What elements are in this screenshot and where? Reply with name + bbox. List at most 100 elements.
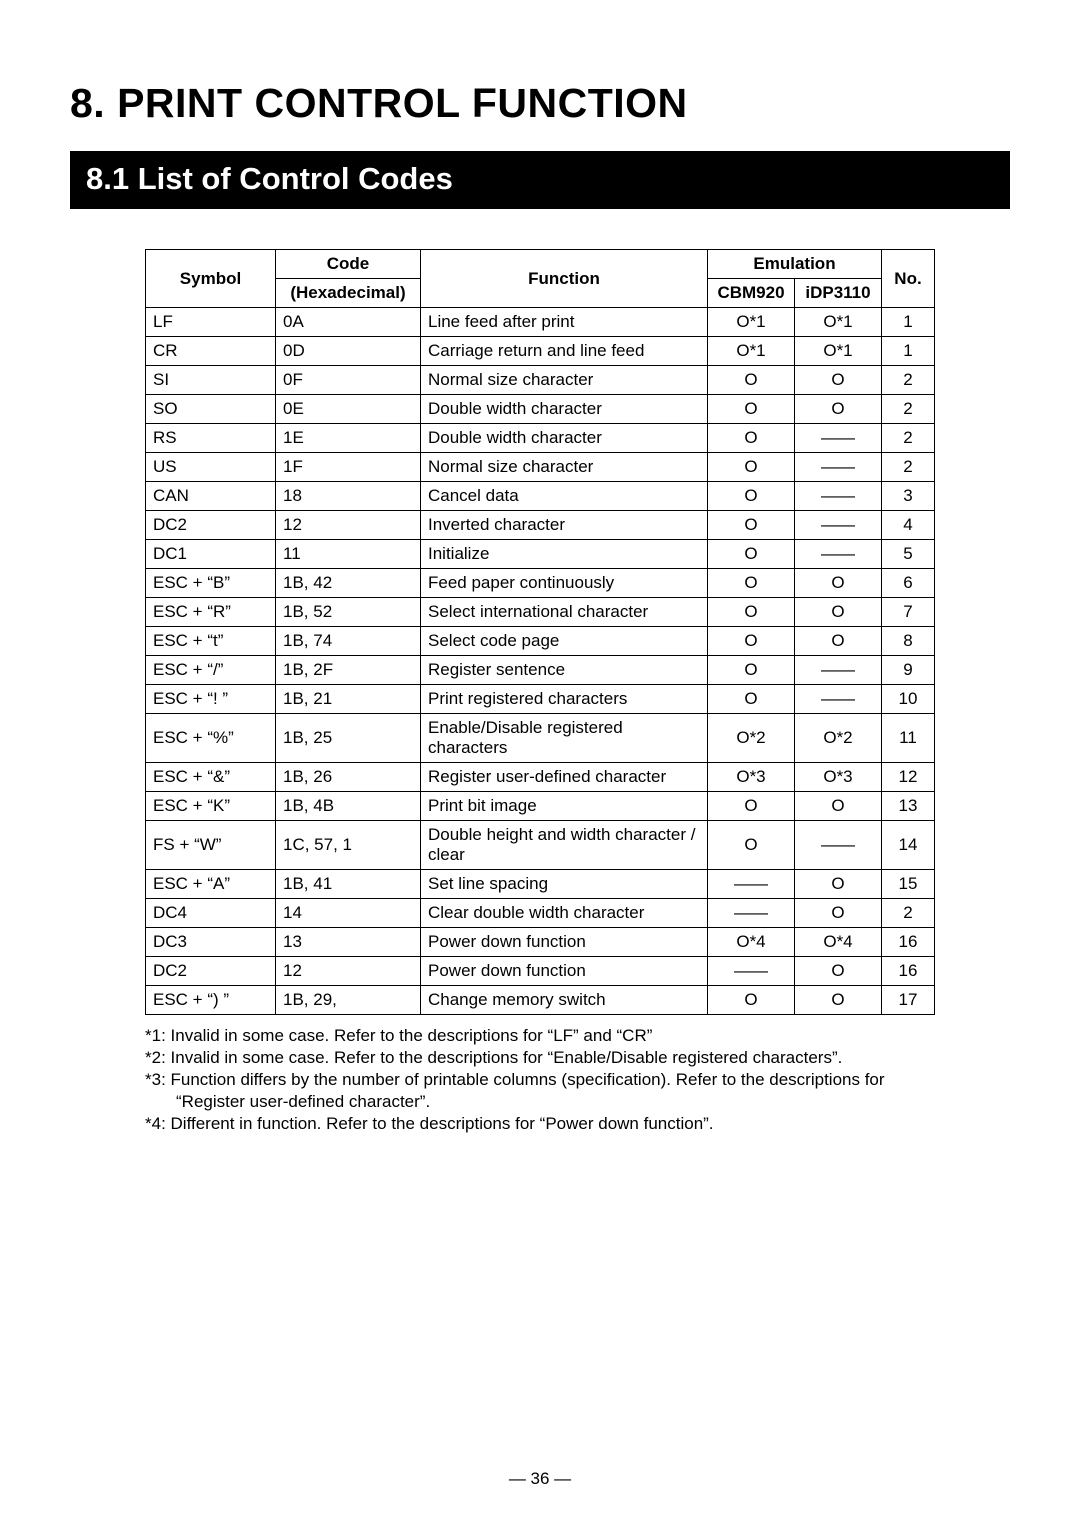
table-row: ESC + “A”1B, 41Set line spacing——O15 [146, 870, 935, 899]
cell-idp3110: O*1 [795, 308, 882, 337]
cell-no: 10 [882, 685, 935, 714]
cell-idp3110: —— [795, 453, 882, 482]
cell-symbol: SI [146, 366, 276, 395]
cell-cbm920: —— [708, 899, 795, 928]
cell-code: 1B, 42 [276, 569, 421, 598]
cell-cbm920: O*1 [708, 308, 795, 337]
cell-idp3110: —— [795, 685, 882, 714]
cell-cbm920: O [708, 598, 795, 627]
cell-function: Initialize [421, 540, 708, 569]
table-row: ESC + “! ”1B, 21Print registered charact… [146, 685, 935, 714]
footnote-line: *3: Function differs by the number of pr… [145, 1069, 935, 1113]
cell-cbm920: O [708, 424, 795, 453]
cell-symbol: DC1 [146, 540, 276, 569]
cell-no: 11 [882, 714, 935, 763]
cell-idp3110: O*2 [795, 714, 882, 763]
table-row: SO0EDouble width characterOO2 [146, 395, 935, 424]
cell-no: 9 [882, 656, 935, 685]
cell-code: 12 [276, 511, 421, 540]
cell-symbol: ESC + “R” [146, 598, 276, 627]
cell-cbm920: O [708, 540, 795, 569]
cell-code: 1B, 26 [276, 763, 421, 792]
cell-cbm920: O [708, 453, 795, 482]
cell-code: 1B, 25 [276, 714, 421, 763]
cell-symbol: DC2 [146, 511, 276, 540]
cell-no: 2 [882, 424, 935, 453]
table-row: ESC + “/”1B, 2FRegister sentenceO——9 [146, 656, 935, 685]
cell-code: 0F [276, 366, 421, 395]
cell-no: 6 [882, 569, 935, 598]
cell-code: 1B, 29, [276, 986, 421, 1015]
cell-function: Double width character [421, 395, 708, 424]
cell-no: 13 [882, 792, 935, 821]
cell-no: 14 [882, 821, 935, 870]
cell-symbol: DC4 [146, 899, 276, 928]
cell-symbol: ESC + “t” [146, 627, 276, 656]
footnote-line: *4: Different in function. Refer to the … [145, 1113, 935, 1135]
th-emulation: Emulation [708, 250, 882, 279]
cell-idp3110: —— [795, 821, 882, 870]
cell-idp3110: O [795, 986, 882, 1015]
cell-idp3110: —— [795, 511, 882, 540]
cell-idp3110: O*1 [795, 337, 882, 366]
table-row: ESC + “) ”1B, 29,Change memory switchOO1… [146, 986, 935, 1015]
cell-function: Set line spacing [421, 870, 708, 899]
cell-code: 1B, 41 [276, 870, 421, 899]
cell-symbol: RS [146, 424, 276, 453]
cell-cbm920: O [708, 685, 795, 714]
cell-function: Change memory switch [421, 986, 708, 1015]
cell-code: 0E [276, 395, 421, 424]
cell-function: Select international character [421, 598, 708, 627]
cell-cbm920: O [708, 511, 795, 540]
cell-symbol: FS + “W” [146, 821, 276, 870]
table-row: SI0FNormal size characterOO2 [146, 366, 935, 395]
cell-function: Select code page [421, 627, 708, 656]
table-row: FS + “W”1C, 57, 1Double height and width… [146, 821, 935, 870]
cell-code: 1B, 74 [276, 627, 421, 656]
cell-idp3110: O [795, 366, 882, 395]
cell-symbol: ESC + “&” [146, 763, 276, 792]
cell-function: Inverted character [421, 511, 708, 540]
cell-code: 0A [276, 308, 421, 337]
cell-code: 18 [276, 482, 421, 511]
cell-code: 1F [276, 453, 421, 482]
cell-function: Double height and width character / clea… [421, 821, 708, 870]
cell-idp3110: O*4 [795, 928, 882, 957]
cell-function: Power down function [421, 928, 708, 957]
table-row: RS1EDouble width characterO——2 [146, 424, 935, 453]
cell-symbol: ESC + “) ” [146, 986, 276, 1015]
footnote-line: *1: Invalid in some case. Refer to the d… [145, 1025, 935, 1047]
cell-function: Register sentence [421, 656, 708, 685]
cell-no: 2 [882, 366, 935, 395]
cell-cbm920: O [708, 366, 795, 395]
cell-idp3110: —— [795, 424, 882, 453]
cell-no: 12 [882, 763, 935, 792]
cell-cbm920: —— [708, 870, 795, 899]
th-code-top: Code [276, 250, 421, 279]
cell-cbm920: O*4 [708, 928, 795, 957]
table-header: Symbol Code Function Emulation No. (Hexa… [146, 250, 935, 308]
cell-idp3110: O [795, 957, 882, 986]
cell-code: 1C, 57, 1 [276, 821, 421, 870]
cell-idp3110: —— [795, 656, 882, 685]
cell-code: 13 [276, 928, 421, 957]
table-row: LF0ALine feed after printO*1O*11 [146, 308, 935, 337]
cell-symbol: ESC + “/” [146, 656, 276, 685]
cell-code: 12 [276, 957, 421, 986]
cell-function: Register user-defined character [421, 763, 708, 792]
cell-no: 5 [882, 540, 935, 569]
footnotes: *1: Invalid in some case. Refer to the d… [145, 1025, 935, 1135]
cell-no: 17 [882, 986, 935, 1015]
cell-code: 0D [276, 337, 421, 366]
cell-idp3110: —— [795, 540, 882, 569]
cell-no: 4 [882, 511, 935, 540]
th-code-bottom: (Hexadecimal) [276, 279, 421, 308]
table-body: LF0ALine feed after printO*1O*11CR0DCarr… [146, 308, 935, 1015]
cell-no: 3 [882, 482, 935, 511]
table-row: DC111InitializeO——5 [146, 540, 935, 569]
cell-cbm920: O*2 [708, 714, 795, 763]
table-row: ESC + “&”1B, 26Register user-defined cha… [146, 763, 935, 792]
table-row: ESC + “%”1B, 25Enable/Disable registered… [146, 714, 935, 763]
cell-idp3110: O [795, 395, 882, 424]
cell-no: 2 [882, 395, 935, 424]
